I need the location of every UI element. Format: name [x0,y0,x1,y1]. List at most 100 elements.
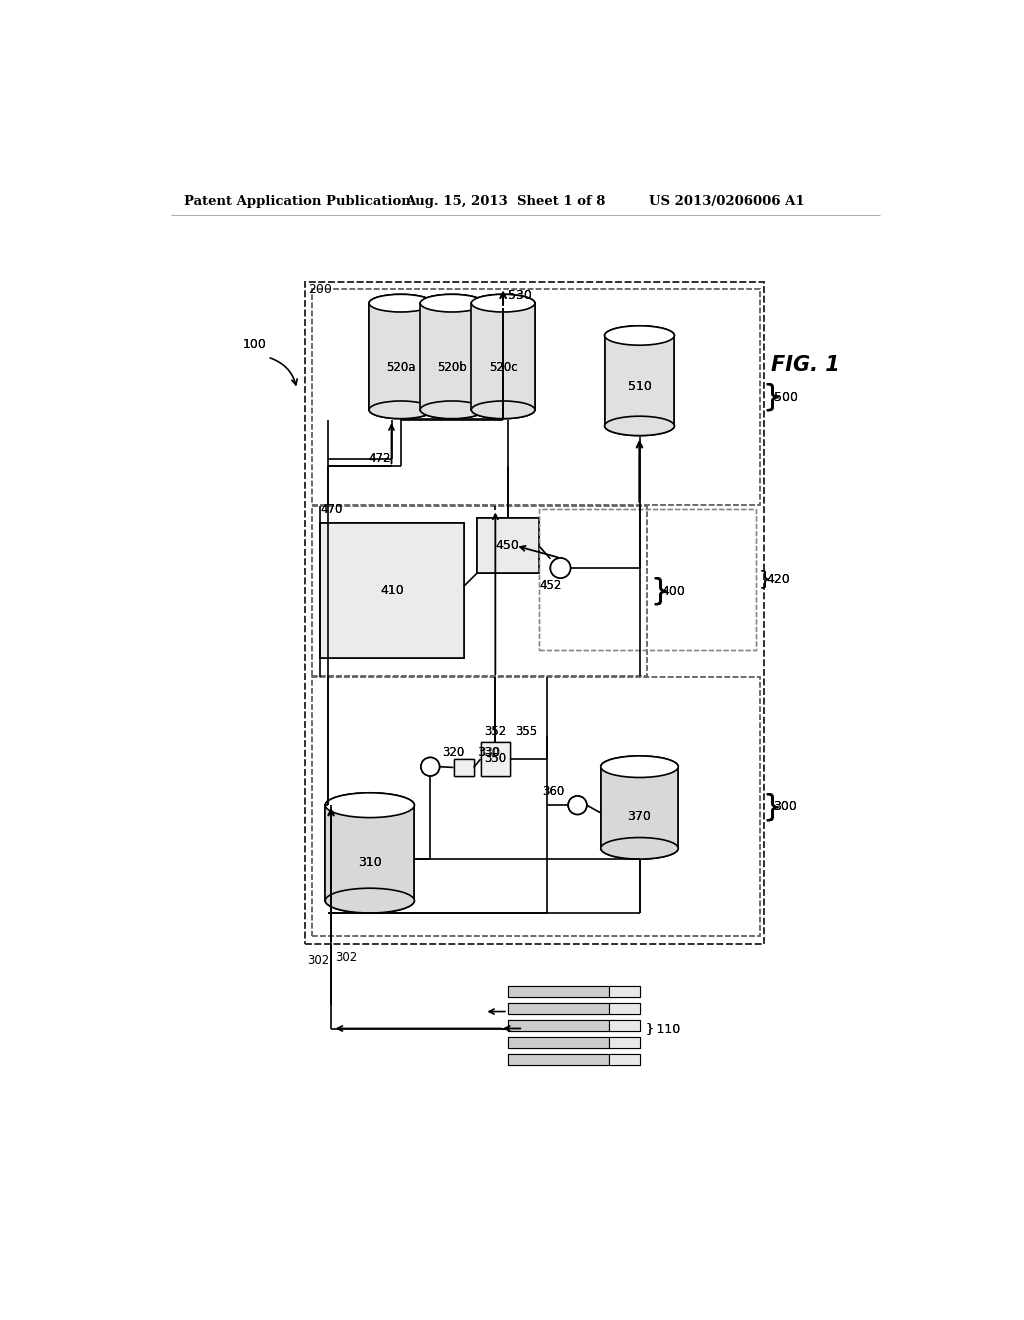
Text: Patent Application Publication: Patent Application Publication [183,195,411,209]
Bar [312,289,760,506]
Text: Aug. 15, 2013  Sheet 1 of 8: Aug. 15, 2013 Sheet 1 of 8 [406,195,606,209]
Text: 450: 450 [496,539,520,552]
Ellipse shape [326,793,415,817]
Text: }: } [763,792,782,821]
Circle shape [421,758,439,776]
Bar [321,524,464,659]
Bar [477,517,539,573]
Text: 530: 530 [508,289,531,302]
Text: 410: 410 [380,585,403,597]
Text: }: } [650,577,670,606]
Ellipse shape [471,401,535,418]
Text: 472: 472 [369,453,391,465]
Bar [477,517,539,573]
Bar [369,304,432,409]
Bar [508,1020,608,1031]
Text: 310: 310 [358,857,382,870]
Text: 355: 355 [515,725,538,738]
Bar [608,1038,640,1048]
Ellipse shape [601,838,678,859]
Bar [508,1053,608,1065]
Text: FIG. 1: FIG. 1 [771,355,840,375]
Ellipse shape [604,326,675,346]
Bar [326,805,415,900]
Bar [508,1053,608,1065]
Bar [508,1038,608,1048]
Text: 510: 510 [628,380,651,393]
Bar [604,335,675,426]
Text: 310: 310 [358,857,382,870]
Text: 420: 420 [767,573,791,586]
Ellipse shape [601,756,678,777]
Ellipse shape [420,294,483,312]
Ellipse shape [326,888,415,913]
Circle shape [568,796,587,814]
Bar [321,524,464,659]
Bar [305,281,764,944]
Text: 370: 370 [628,810,651,824]
Text: 400: 400 [662,585,685,598]
Text: 302: 302 [335,952,357,964]
Circle shape [568,796,587,814]
Ellipse shape [471,294,535,312]
Text: 370: 370 [628,810,651,824]
Bar [608,1003,640,1014]
Text: 352: 352 [484,725,507,738]
Bar [508,1038,608,1048]
Bar [539,508,756,649]
Ellipse shape [369,294,432,312]
Ellipse shape [369,401,432,418]
Text: 410: 410 [380,585,403,597]
Text: 520a: 520a [386,360,416,374]
Ellipse shape [326,793,415,817]
Bar [601,767,678,849]
Text: 472: 472 [369,453,391,465]
Text: }: } [650,577,670,606]
Text: US 2013/0206006 A1: US 2013/0206006 A1 [649,195,805,209]
Text: 360: 360 [542,785,564,797]
Text: 400: 400 [662,585,685,598]
Text: 510: 510 [628,380,651,393]
Ellipse shape [326,888,415,913]
Bar [539,508,756,649]
Text: 320: 320 [442,746,464,759]
Text: 330: 330 [478,746,501,759]
Ellipse shape [420,401,483,418]
Text: 200: 200 [308,282,333,296]
Bar [312,289,760,506]
Bar [508,986,608,997]
Circle shape [421,758,439,776]
Bar [608,1038,640,1048]
Bar [508,986,608,997]
Bar [471,304,535,409]
Text: } 110: } 110 [646,1022,680,1035]
Text: 300: 300 [773,800,798,813]
Text: 500: 500 [773,391,798,404]
Bar [312,507,647,676]
Bar [608,1020,640,1031]
Bar [454,759,474,776]
Ellipse shape [604,326,675,346]
Text: 452: 452 [540,579,561,593]
Bar [480,742,510,776]
Text: }: } [759,570,771,589]
Text: 470: 470 [321,503,343,516]
Text: 452: 452 [540,579,561,593]
Bar [508,1003,608,1014]
Bar [326,805,415,900]
Text: 520c: 520c [488,360,517,374]
Text: 360: 360 [542,785,564,797]
Text: 420: 420 [767,573,791,586]
Text: 100: 100 [243,338,266,351]
Bar [604,335,675,426]
Text: }: } [763,792,782,821]
Text: 450: 450 [496,539,520,552]
Text: 302: 302 [307,954,330,968]
Ellipse shape [604,416,675,436]
Bar [312,677,760,936]
Text: }: } [759,570,771,589]
Text: 520a: 520a [386,360,416,374]
Text: 320: 320 [442,746,464,759]
Ellipse shape [604,416,675,436]
Text: }: } [763,383,782,412]
